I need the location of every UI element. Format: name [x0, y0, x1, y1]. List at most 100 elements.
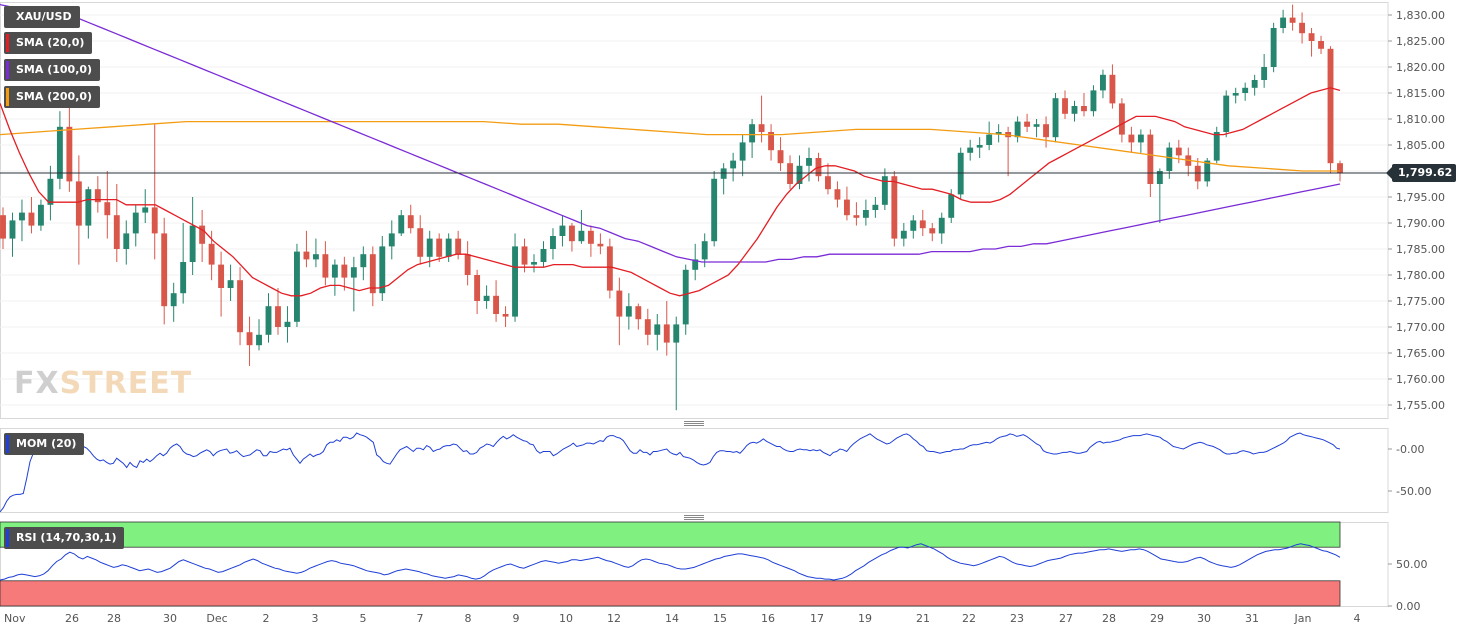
- candle-body-22: [208, 243, 215, 265]
- watermark-street: STREET: [59, 366, 193, 401]
- candle-body-7: [66, 126, 73, 182]
- candle-body-121: [1147, 134, 1154, 184]
- sma100-label[interactable]: SMA (100,0): [4, 59, 101, 81]
- candle-body-64: [606, 246, 613, 291]
- main-ytick-label-10: 1,780.00: [1396, 269, 1445, 282]
- xtick-label-20: 23: [1010, 612, 1024, 625]
- candle-body-122: [1156, 171, 1163, 184]
- symbol-label[interactable]: XAU/USD: [4, 6, 80, 28]
- rsi-ytick-label-1: 0.00: [1396, 600, 1421, 613]
- xtick-label-21: 27: [1059, 612, 1073, 625]
- candle-body-98: [929, 228, 936, 234]
- main-ytick-label-2: 1,820.00: [1396, 61, 1445, 74]
- main-ytick-label-15: 1,755.00: [1396, 399, 1445, 412]
- candle-body-45: [426, 238, 433, 257]
- candle-body-141: [1337, 163, 1343, 173]
- candle-body-49: [464, 254, 471, 275]
- candle-body-134: [1270, 28, 1277, 67]
- candle-body-138: [1308, 33, 1315, 41]
- candle-body-126: [1194, 165, 1201, 182]
- candle-body-24: [227, 280, 234, 288]
- candle-body-114: [1081, 106, 1087, 112]
- candle-body-50: [474, 275, 481, 301]
- candle-body-97: [919, 220, 926, 229]
- candle-body-47: [445, 238, 452, 257]
- candle-body-140: [1327, 48, 1334, 164]
- sma20-swatch: [6, 34, 9, 52]
- rsi-line: [0, 543, 1341, 581]
- candle-body-8: [75, 181, 82, 226]
- candle-body-57: [540, 249, 547, 262]
- candle-body-100: [948, 194, 955, 218]
- sma20-label[interactable]: SMA (20,0): [4, 32, 93, 54]
- xtick-label-0: Nov: [4, 612, 26, 625]
- candle-body-6: [56, 126, 63, 179]
- rsi-label-text: RSI (14,70,30,1): [16, 531, 117, 544]
- candle-body-71: [673, 324, 680, 343]
- candle-body-33: [312, 254, 319, 260]
- candle-body-95: [900, 230, 907, 239]
- candle-body-72: [682, 269, 689, 325]
- candle-body-124: [1175, 147, 1182, 156]
- candle-body-60: [568, 225, 575, 242]
- xtick-label-19: 22: [962, 612, 976, 625]
- candle-body-112: [1062, 98, 1068, 114]
- candle-body-115: [1090, 90, 1097, 112]
- candle-body-14: [132, 212, 139, 234]
- rsi-label[interactable]: RSI (14,70,30,1): [4, 527, 125, 549]
- candle-body-54: [512, 246, 518, 317]
- candle-body-58: [550, 236, 556, 249]
- candle-body-44: [417, 228, 424, 257]
- candle-body-85: [806, 158, 812, 166]
- candle-body-51: [483, 295, 490, 301]
- candle-body-111: [1052, 98, 1059, 138]
- candle-body-4: [37, 204, 44, 226]
- sma200-label[interactable]: SMA (200,0): [4, 86, 101, 108]
- candle-body-19: [180, 262, 187, 294]
- candle-body-62: [587, 230, 594, 244]
- watermark-fx: FX: [14, 366, 60, 401]
- xtick-label-24: 30: [1197, 612, 1211, 625]
- sma20-line: [0, 87, 1341, 297]
- main-ytick-label-9: 1,785.00: [1396, 243, 1445, 256]
- candle-body-135: [1280, 17, 1287, 28]
- candle-body-61: [578, 230, 585, 242]
- mom-ytick-label-1: -50.00: [1396, 485, 1431, 498]
- candle-body-119: [1128, 134, 1135, 143]
- xtick-label-18: 21: [916, 612, 930, 625]
- candle-body-108: [1024, 121, 1031, 127]
- candle-body-65: [616, 290, 623, 317]
- candle-body-15: [142, 207, 149, 213]
- candle-body-36: [341, 264, 348, 278]
- candle-body-116: [1100, 74, 1106, 91]
- candle-body-139: [1318, 41, 1324, 49]
- xtick-label-22: 28: [1102, 612, 1116, 625]
- candle-body-13: [123, 233, 130, 249]
- candle-body-123: [1166, 147, 1173, 171]
- candle-body-96: [910, 220, 917, 231]
- momentum-label[interactable]: MOM (20): [4, 433, 85, 455]
- xtick-label-15: 16: [761, 612, 775, 625]
- candle-body-0: [0, 215, 6, 239]
- candle-body-83: [787, 163, 793, 184]
- candle-body-79: [749, 124, 756, 143]
- candle-body-10: [94, 189, 101, 203]
- sma100-swatch: [6, 61, 9, 79]
- candle-body-127: [1204, 160, 1211, 182]
- candle-body-32: [303, 251, 310, 260]
- resize-handle-c0: [684, 425, 704, 426]
- xtick-label-8: 7: [417, 612, 424, 625]
- resize-handle-a0: [684, 421, 704, 422]
- sma200-line: [0, 120, 1340, 172]
- candle-body-20: [189, 225, 196, 262]
- candle-body-63: [597, 243, 604, 247]
- candle-body-38: [360, 254, 367, 268]
- candle-body-109: [1033, 124, 1040, 127]
- xtick-label-16: 17: [810, 612, 824, 625]
- main-gridlines: [0, 2, 1389, 607]
- xtick-label-6: 3: [312, 612, 319, 625]
- candle-body-102: [967, 147, 974, 153]
- candle-body-12: [113, 215, 120, 249]
- candle-body-120: [1137, 134, 1144, 143]
